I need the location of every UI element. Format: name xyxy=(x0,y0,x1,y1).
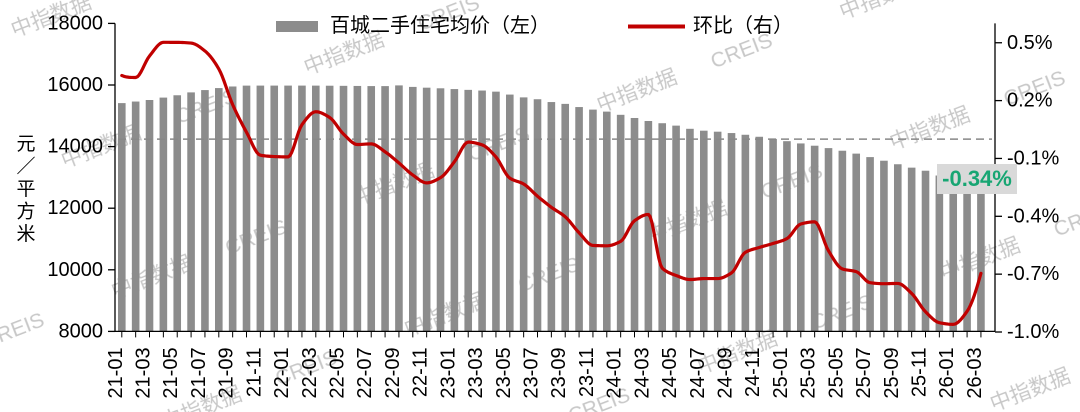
svg-text:-0.4%: -0.4% xyxy=(1007,205,1059,227)
svg-text:23-11: 23-11 xyxy=(576,347,598,397)
svg-text:米: 米 xyxy=(16,223,35,245)
svg-text:22-11: 22-11 xyxy=(410,347,432,397)
svg-text:0.2%: 0.2% xyxy=(1007,90,1053,112)
svg-text:方: 方 xyxy=(16,201,35,223)
svg-text:平: 平 xyxy=(16,179,35,200)
svg-text:16000: 16000 xyxy=(47,74,103,96)
svg-text:25-07: 25-07 xyxy=(853,347,875,398)
svg-text:25-01: 25-01 xyxy=(770,347,792,398)
svg-text:23-07: 23-07 xyxy=(521,347,543,398)
svg-text:25-11: 25-11 xyxy=(909,347,931,397)
svg-text:14000: 14000 xyxy=(47,136,103,158)
svg-text:12000: 12000 xyxy=(47,197,103,219)
svg-text:24-09: 24-09 xyxy=(715,347,737,398)
svg-text:23-05: 23-05 xyxy=(493,347,515,398)
svg-text:23-01: 23-01 xyxy=(437,347,459,398)
svg-text:-0.7%: -0.7% xyxy=(1007,263,1059,285)
svg-text:-0.34%: -0.34% xyxy=(942,166,1012,191)
svg-text:24-03: 24-03 xyxy=(631,347,653,398)
svg-text:环比（右）: 环比（右） xyxy=(693,14,793,37)
svg-text:24-05: 24-05 xyxy=(659,347,681,398)
svg-text:21-07: 21-07 xyxy=(188,347,210,398)
svg-text:24-01: 24-01 xyxy=(604,347,626,398)
svg-text:26-01: 26-01 xyxy=(936,347,958,398)
svg-text:22-09: 22-09 xyxy=(382,347,404,398)
svg-text:22-07: 22-07 xyxy=(354,347,376,398)
svg-text:-1.0%: -1.0% xyxy=(1007,321,1059,343)
svg-text:23-03: 23-03 xyxy=(465,347,487,398)
svg-text:24-11: 24-11 xyxy=(742,347,764,397)
svg-text:21-11: 21-11 xyxy=(243,347,265,397)
svg-text:22-03: 22-03 xyxy=(299,347,321,398)
svg-text:10000: 10000 xyxy=(47,259,103,281)
svg-text:0.5%: 0.5% xyxy=(1007,32,1053,54)
svg-text:21-01: 21-01 xyxy=(105,347,127,398)
svg-text:22-01: 22-01 xyxy=(271,347,293,398)
svg-text:25-05: 25-05 xyxy=(825,347,847,398)
svg-text:23-09: 23-09 xyxy=(548,347,570,398)
svg-text:21-05: 21-05 xyxy=(160,347,182,398)
svg-text:21-03: 21-03 xyxy=(133,347,155,398)
svg-text:百城二手住宅均价（左）: 百城二手住宅均价（左） xyxy=(330,14,550,37)
svg-text:26-03: 26-03 xyxy=(964,347,986,398)
svg-text:25-09: 25-09 xyxy=(881,347,903,398)
svg-text:25-03: 25-03 xyxy=(798,347,820,398)
svg-text:22-05: 22-05 xyxy=(327,347,349,398)
svg-text:元: 元 xyxy=(16,134,35,155)
svg-text:／: ／ xyxy=(16,156,35,178)
svg-text:24-07: 24-07 xyxy=(687,347,709,398)
svg-text:18000: 18000 xyxy=(47,12,103,34)
svg-text:21-09: 21-09 xyxy=(216,347,238,398)
svg-text:8000: 8000 xyxy=(59,320,104,342)
